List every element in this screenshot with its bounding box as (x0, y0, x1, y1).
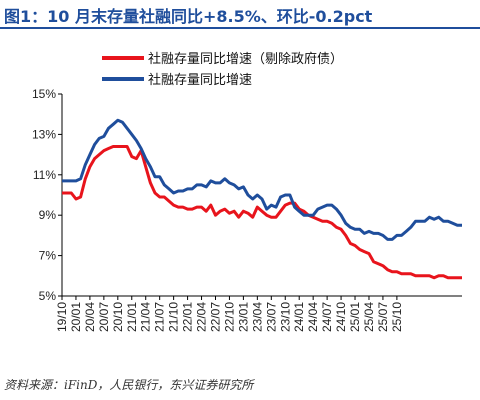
x-tick-label: 22/04 (195, 302, 209, 332)
x-tick-label: 22/07 (208, 302, 222, 332)
y-tick-label: 7% (39, 249, 57, 263)
series-line-0 (62, 145, 462, 280)
y-tick-label: 9% (39, 208, 57, 222)
x-tick-label: 25/04 (362, 302, 376, 332)
figure-source: 资料来源：iFinD，人民银行，东兴证券研究所 (4, 378, 254, 392)
x-tick-label: 24/04 (306, 302, 320, 332)
x-tick-label: 21/10 (167, 302, 181, 332)
y-tick-label: 13% (32, 127, 56, 141)
x-tick-label: 20/07 (97, 302, 111, 332)
axes (61, 94, 462, 297)
x-tick-label: 23/10 (278, 302, 292, 332)
legend: 社融存量同比增速（剔除政府债） 社融存量同比增速 (102, 51, 343, 88)
x-tick-label: 24/07 (320, 302, 334, 332)
x-tick-label: 25/01 (348, 302, 362, 332)
x-tick-label: 19/10 (55, 302, 69, 332)
figure-title: 图1：10 月末存量社融同比+8.5%、环比-0.2pct (4, 7, 373, 26)
x-tick-label: 24/01 (292, 302, 306, 332)
x-tick-label: 21/07 (153, 302, 167, 332)
x-tick-label: 23/01 (236, 302, 250, 332)
x-tick-label: 21/04 (139, 302, 153, 332)
x-tick-label: 22/10 (222, 302, 236, 332)
y-tick-labels: 5% 7% 9% 11% 13% 15% (32, 87, 62, 303)
x-tick-label: 21/01 (125, 302, 139, 332)
title-rule (0, 27, 480, 29)
series-line-1 (62, 118, 462, 241)
y-tick-label: 11% (33, 168, 56, 182)
legend-label-series-1: 社融存量同比增速 (148, 72, 252, 88)
x-tick-label: 20/01 (69, 302, 83, 332)
x-tick-label: 23/04 (250, 302, 264, 332)
x-tick-label: 22/01 (181, 302, 195, 332)
series-lines (62, 118, 462, 280)
legend-label-series-0: 社融存量同比增速（剔除政府债） (148, 51, 343, 67)
y-tick-label: 5% (39, 289, 57, 303)
y-tick-label: 15% (32, 87, 56, 101)
x-tick-label: 25/07 (376, 302, 390, 332)
x-tick-label: 20/10 (111, 302, 125, 332)
x-tick-label: 24/10 (334, 302, 348, 332)
x-tick-label: 25/10 (390, 302, 404, 332)
x-tick-label: 23/07 (264, 302, 278, 332)
x-tick-label: 20/04 (83, 302, 97, 332)
x-tick-labels: 19/10 20/01 20/04 20/07 20/10 21/01 21/04 21/07… (55, 296, 404, 332)
